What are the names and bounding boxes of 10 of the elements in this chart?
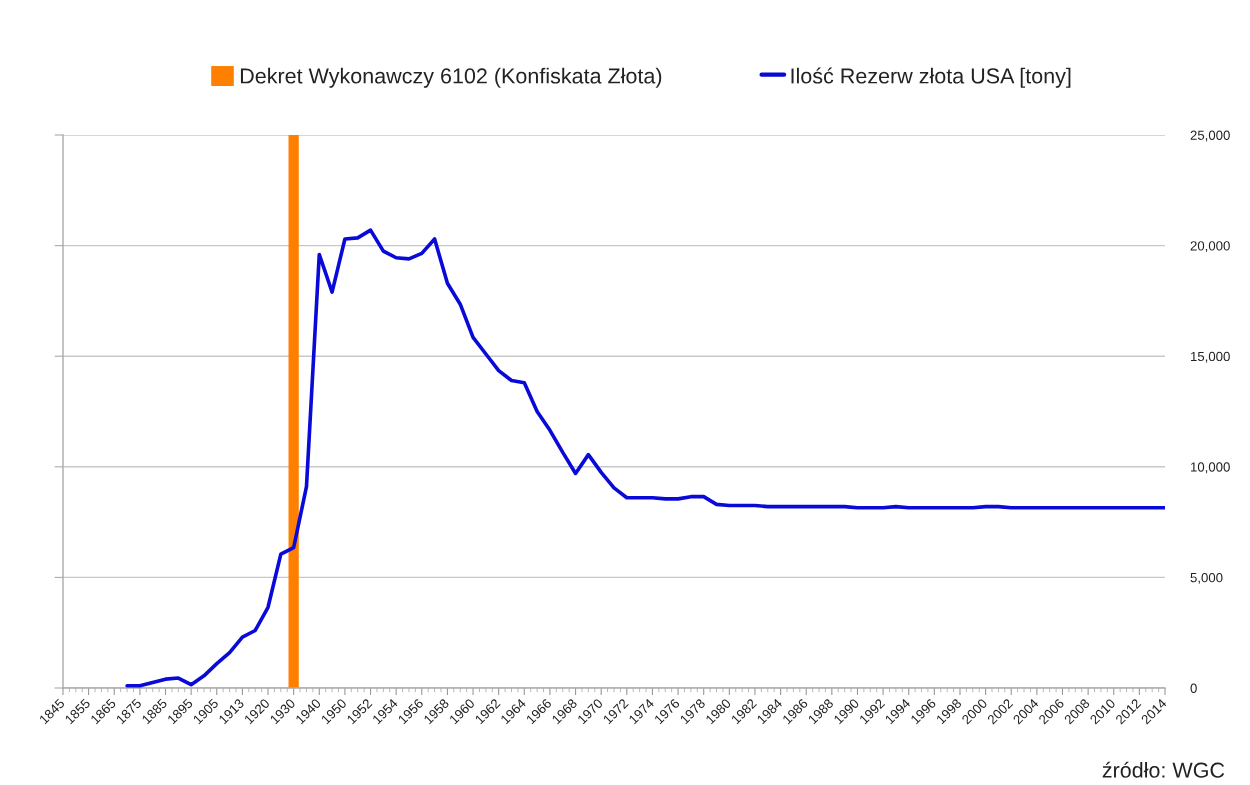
legend-label: Ilość Rezerw złota USA [tony] (791, 67, 1071, 88)
y-tick-label: 0 (1190, 683, 1197, 693)
y-tick-label: 15,000 (1191, 351, 1230, 363)
y-tick-label: 5,000 (1190, 572, 1223, 584)
text: źródło: WGC (1102, 761, 1225, 778)
y-tick-label: 25,000 (1190, 130, 1230, 142)
legend-label: Dekret Wykonawczy 6102 (Konfiskata Złota) (240, 67, 662, 88)
line-series (125, 228, 1165, 688)
y-tick-label: 10,000 (1191, 462, 1230, 474)
y-tick-label: 20,000 (1190, 241, 1230, 253)
